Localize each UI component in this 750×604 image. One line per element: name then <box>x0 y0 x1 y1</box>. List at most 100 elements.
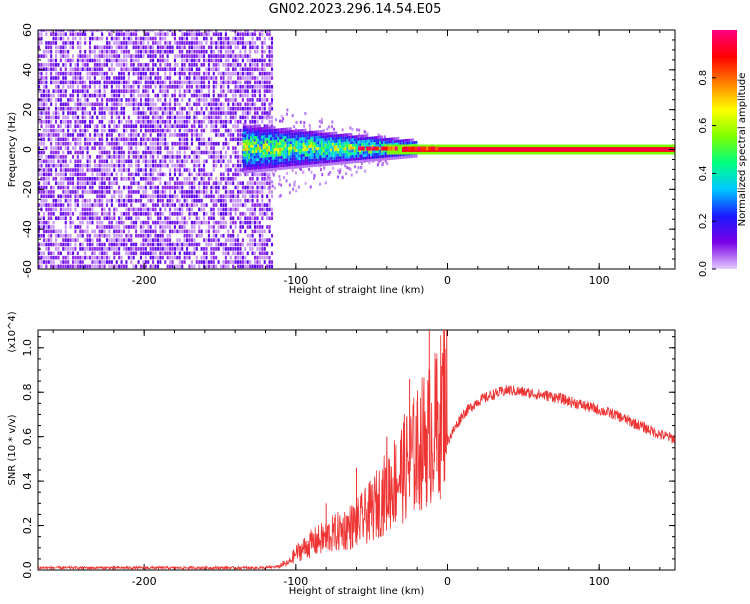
heatmap-cell <box>121 59 123 63</box>
heatmap-cell <box>326 157 328 160</box>
heatmap-cell <box>299 143 301 146</box>
heatmap-cell <box>60 177 62 181</box>
heatmap-cell <box>55 230 57 234</box>
heatmap-cell <box>271 98 273 102</box>
heatmap-cell <box>239 164 241 168</box>
heatmap-cell <box>325 158 327 161</box>
heatmap-cell <box>292 169 294 172</box>
heatmap-cell <box>50 238 52 242</box>
heatmap-cell <box>40 76 42 80</box>
heatmap-cell <box>65 168 67 172</box>
heatmap-cell <box>232 124 234 128</box>
heatmap-cell <box>268 165 270 168</box>
heatmap-cell <box>191 67 193 71</box>
heatmap-cell <box>193 37 195 41</box>
heatmap-cell <box>198 50 200 54</box>
heatmap-cell <box>157 256 159 260</box>
heatmap-cell <box>191 265 193 269</box>
heatmap-cell <box>270 154 272 157</box>
heatmap-cell <box>264 243 266 247</box>
heatmap-cell <box>186 168 188 172</box>
heatmap-cell <box>255 169 257 172</box>
heatmap-cell <box>198 133 200 137</box>
heatmap-cell <box>201 190 203 194</box>
heatmap-cell <box>201 208 203 212</box>
heatmap-cell <box>135 212 137 216</box>
heatmap-cell <box>150 216 152 220</box>
heatmap-cell <box>208 155 210 159</box>
heatmap-cell <box>314 142 316 145</box>
heatmap-cell <box>137 155 139 159</box>
heatmap-cell <box>57 142 59 146</box>
heatmap-cell <box>152 256 154 260</box>
heatmap-cell <box>135 72 137 76</box>
heatmap-cell <box>184 168 186 172</box>
heatmap-cell <box>303 137 305 140</box>
heatmap-cell <box>222 46 224 50</box>
heatmap-cell <box>246 142 248 145</box>
heatmap-cell <box>164 72 166 76</box>
heatmap-cell <box>169 129 171 133</box>
heatmap-cell <box>222 146 224 150</box>
heatmap-cell <box>84 138 86 142</box>
heatmap-cell <box>57 216 59 220</box>
heatmap-cell <box>344 164 346 167</box>
heatmap-cell <box>72 37 74 41</box>
heatmap-cell <box>137 186 139 190</box>
heatmap-cell <box>171 50 173 54</box>
heatmap-cell <box>79 50 81 54</box>
heatmap-cell <box>181 107 183 111</box>
heatmap-cell <box>196 199 198 203</box>
heatmap-cell <box>94 67 96 71</box>
heatmap-cell <box>70 46 72 50</box>
heatmap-cell <box>285 142 287 145</box>
heatmap-cell <box>290 166 292 169</box>
heatmap-cell <box>186 146 188 150</box>
heatmap-cell <box>297 143 299 146</box>
heatmap-cell <box>250 159 252 162</box>
heatmap-cell <box>99 186 101 190</box>
heatmap-cell <box>89 221 91 225</box>
heatmap-cell <box>203 190 205 194</box>
heatmap-cell <box>142 142 144 146</box>
heatmap-cell <box>247 186 249 190</box>
heatmap-cell <box>57 151 59 155</box>
heatmap-cell <box>150 102 152 106</box>
heatmap-cell <box>79 260 81 264</box>
heatmap-cell <box>106 107 108 111</box>
heatmap-cell <box>230 81 232 85</box>
heatmap-cell <box>94 46 96 50</box>
heatmap-cell <box>306 140 308 143</box>
heatmap-cell <box>218 208 220 212</box>
heatmap-cell <box>147 89 149 93</box>
heatmap-cell <box>140 243 142 247</box>
heatmap-cell <box>164 111 166 115</box>
heatmap-cell <box>125 216 127 220</box>
heatmap-cell <box>116 247 118 251</box>
heatmap-cell <box>349 126 351 129</box>
heatmap-cell <box>171 155 173 159</box>
heatmap-cell <box>242 46 244 50</box>
heatmap-cell <box>264 247 266 251</box>
heatmap-cell <box>128 208 130 212</box>
heatmap-cell <box>186 208 188 212</box>
heatmap-cell <box>222 85 224 89</box>
heatmap-cell <box>198 199 200 203</box>
heatmap-cell <box>247 208 249 212</box>
heatmap-cell <box>330 132 332 135</box>
heatmap-cell <box>162 111 164 115</box>
heatmap-cell <box>326 138 328 141</box>
heatmap-cell <box>266 238 268 242</box>
heatmap-cell <box>281 139 283 142</box>
heatmap-cell <box>133 54 135 58</box>
heatmap-cell <box>128 234 130 238</box>
heatmap-cell <box>296 152 298 155</box>
heatmap-cell <box>113 216 115 220</box>
heatmap-cell <box>210 155 212 159</box>
heatmap-cell <box>101 146 103 150</box>
heatmap-cell <box>303 148 305 151</box>
heatmap-cell <box>62 256 64 260</box>
heatmap-cell <box>332 157 334 160</box>
heatmap-cell <box>125 124 127 128</box>
heatmap-cell <box>62 46 64 50</box>
